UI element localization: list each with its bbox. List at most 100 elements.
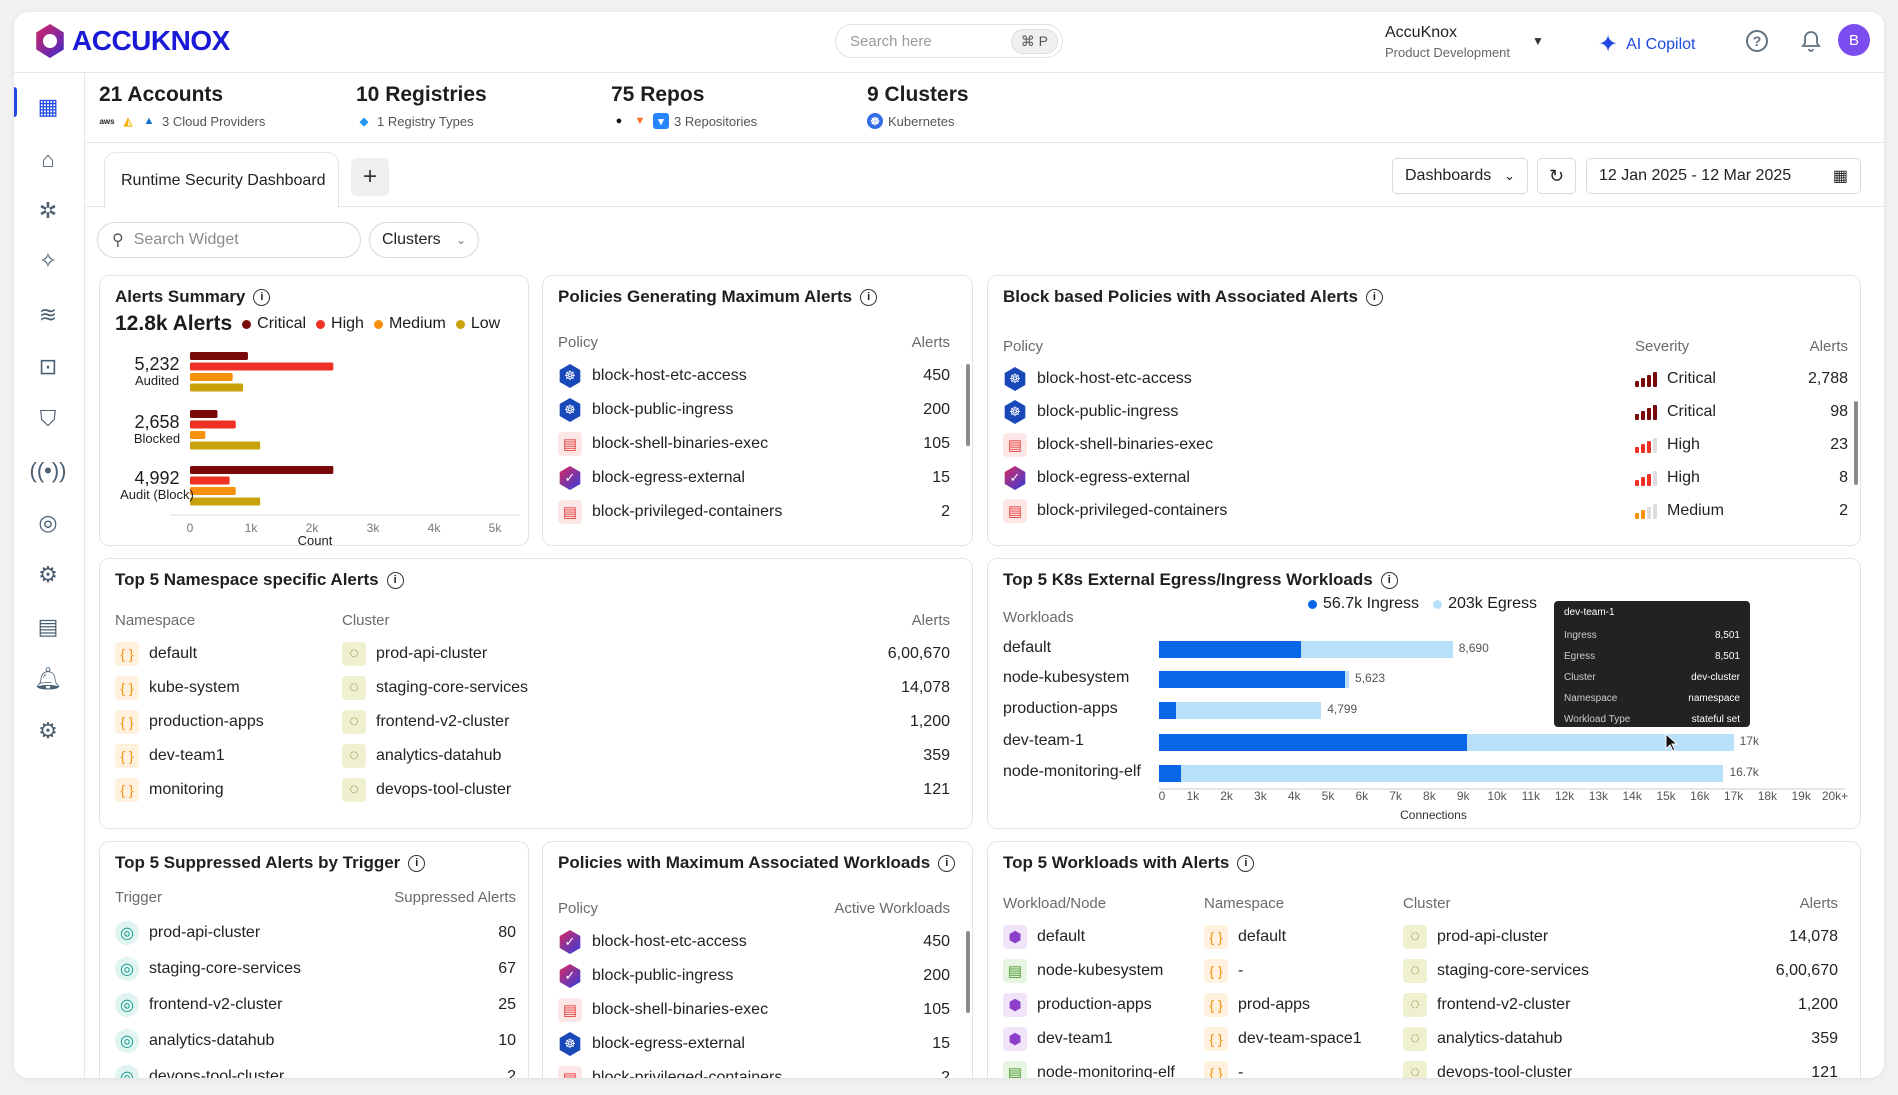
policy-row[interactable]: ☸ block-public-ingress Critical 98 [988, 396, 1860, 429]
info-icon[interactable]: i [253, 288, 271, 306]
stat-repos[interactable]: 75 Repos ● ▼ ▾ 3 Repositories [611, 83, 757, 129]
info-icon[interactable]: i [386, 571, 404, 589]
policy-text[interactable]: block-egress-external [592, 1035, 745, 1052]
policy-row[interactable]: ☸ block-host-etc-access Critical 2,788 [988, 363, 1860, 396]
policy-text[interactable]: block-egress-external [592, 469, 745, 486]
org-dropdown-caret-icon[interactable]: ▼ [1532, 34, 1544, 48]
policy-row[interactable]: ▤ block-privileged-containers Medium 2 [988, 495, 1860, 528]
settings-icon[interactable]: ⚙ [38, 718, 58, 743]
egress-bar[interactable] [1159, 702, 1322, 719]
policy-row[interactable]: ✓ block-host-etc-access 450 [543, 925, 972, 959]
policy-row[interactable]: ✓ block-egress-external High 8 [988, 462, 1860, 495]
policy-row[interactable]: ▤ block-privileged-containers 2 [543, 495, 972, 529]
policy-row[interactable]: ☸ block-public-ingress 200 [543, 393, 972, 427]
help-icon[interactable]: ? [1746, 30, 1768, 52]
widget-search-input[interactable]: ⚲ Search Widget [97, 222, 361, 258]
alerts-text: 121 [1811, 1064, 1838, 1078]
ingress-bar[interactable] [1159, 671, 1345, 688]
policy-row[interactable]: ▤ block-shell-binaries-exec 105 [543, 427, 972, 461]
ingress-bar[interactable] [1159, 641, 1301, 658]
info-icon[interactable]: i [1365, 288, 1383, 306]
add-dashboard-button[interactable]: + [351, 158, 389, 196]
dashboard-icon[interactable]: ▦ [37, 94, 59, 119]
refresh-button[interactable]: ↻ [1537, 158, 1576, 194]
inventory-icon[interactable]: ⌂ [41, 147, 55, 172]
layers-icon[interactable]: ≋ [38, 302, 58, 327]
fingerprint-icon[interactable]: ◎ [38, 510, 58, 535]
date-range-picker[interactable]: 12 Jan 2025 - 12 Mar 2025 ▦ [1586, 158, 1861, 194]
global-search-input[interactable]: Search here ⌘ P [835, 24, 1063, 58]
tab-runtime-security-dashboard[interactable]: Runtime Security Dashboard [104, 152, 339, 208]
info-icon[interactable]: i [408, 854, 426, 872]
stat-registries[interactable]: 10 Registries ◆ 1 Registry Types [356, 83, 487, 129]
policy-text[interactable]: block-shell-binaries-exec [592, 1001, 769, 1018]
policy-text[interactable]: block-shell-binaries-exec [1037, 436, 1214, 453]
namespace-row[interactable]: { } production-apps ◌ frontend-v2-cluster 1,… [100, 705, 972, 739]
stat-accounts[interactable]: 21 Accounts aws ◭ ▲ 3 Cloud Providers [99, 83, 265, 129]
policy-row[interactable]: ✓ block-egress-external 15 [543, 461, 972, 495]
workload-row[interactable]: ⬢ default { } default ◌ prod-api-cluster 14,07… [988, 920, 1860, 954]
egress-bar[interactable] [1159, 765, 1724, 782]
workload-row[interactable]: ⬢ dev-team1 { } dev-team-space1 ◌ analytics-d… [988, 1022, 1860, 1056]
info-icon[interactable]: i [1380, 571, 1398, 589]
logo[interactable]: AccuKnox [34, 24, 230, 58]
policy-text[interactable]: block-privileged-containers [1037, 502, 1228, 519]
trigger-row[interactable]: ◎ staging-core-services 67 [100, 951, 528, 987]
workload-row[interactable]: ⬢ production-apps { } prod-apps ◌ frontend-v2… [988, 988, 1860, 1022]
stat-sub: Kubernetes [888, 113, 955, 129]
ingress-bar[interactable] [1159, 765, 1181, 782]
namespace-row[interactable]: { } default ◌ prod-api-cluster 6,00,670 [100, 637, 972, 671]
info-icon[interactable]: i [860, 288, 878, 306]
workload-row[interactable]: ▤ node-kubesystem{ } - ◌ staging-core-servic… [988, 954, 1860, 988]
gear-box-icon[interactable]: ⚙ [38, 562, 58, 587]
dashboards-dropdown[interactable]: Dashboards ⌄ [1392, 158, 1528, 194]
table-cell: ▤ node-monitoring-elf [1003, 1061, 1204, 1078]
policy-text[interactable]: block-public-ingress [592, 401, 734, 418]
ingress-bar[interactable] [1159, 702, 1176, 719]
ai-copilot-button[interactable]: ✦ AI Copilot [1598, 30, 1695, 59]
notifications-icon[interactable]: 🔔︎ [34, 666, 62, 691]
scrollbar[interactable] [966, 364, 970, 446]
policy-row[interactable]: ☸ block-egress-external 15 [543, 1027, 972, 1061]
policy-row[interactable]: ☸ block-host-etc-access 450 [543, 359, 972, 393]
trigger-row[interactable]: ◎ devops-tool-cluster 2 [100, 1059, 528, 1078]
scrollbar[interactable] [966, 931, 970, 1013]
terminal-icon[interactable]: ⊡ [38, 354, 58, 379]
policy-text[interactable]: block-host-etc-access [1037, 370, 1192, 387]
trigger-text: prod-api-cluster [149, 924, 261, 941]
policy-row[interactable]: ▤ block-shell-binaries-exec 105 [543, 993, 972, 1027]
user-avatar[interactable]: B [1838, 24, 1870, 56]
policy-text[interactable]: block-host-etc-access [592, 933, 747, 950]
stat-clusters[interactable]: 9 Clusters ☸ Kubernetes [867, 83, 969, 129]
policy-text[interactable]: block-privileged-containers [592, 503, 783, 520]
info-icon[interactable]: i [1237, 854, 1255, 872]
bug-icon[interactable]: ✲ [38, 198, 58, 223]
policy-text[interactable]: block-egress-external [1037, 469, 1190, 486]
policy-row[interactable]: ▤ block-shell-binaries-exec High 23 [988, 429, 1860, 462]
org-switcher[interactable]: AccuKnox Product Development [1385, 24, 1510, 60]
report-icon[interactable]: ▤ [37, 614, 59, 639]
policy-text[interactable]: block-public-ingress [592, 967, 734, 984]
policy-text[interactable]: block-privileged-containers [592, 1069, 783, 1078]
policy-row[interactable]: ✓ block-public-ingress 200 [543, 959, 972, 993]
trigger-row[interactable]: ◎ analytics-datahub 10 [100, 1023, 528, 1059]
table-cell: ◌ analytics-datahub [1403, 1027, 1718, 1051]
ingress-bar[interactable] [1159, 734, 1467, 751]
policy-text[interactable]: block-shell-binaries-exec [592, 435, 769, 452]
shield-icon[interactable]: ⛉ [39, 406, 57, 431]
workload-row[interactable]: ▤ node-monitoring-elf{ } - ◌ devops-tool-clu… [988, 1056, 1860, 1078]
namespace-row[interactable]: { } monitoring ◌ devops-tool-cluster 121 [100, 773, 972, 807]
sparkles-icon[interactable]: ✧ [38, 248, 58, 273]
namespace-row[interactable]: { } dev-team1 ◌ analytics-datahub 359 [100, 739, 972, 773]
info-icon[interactable]: i [938, 854, 956, 872]
trigger-row[interactable]: ◎ prod-api-cluster 80 [100, 915, 528, 951]
clusters-filter-dropdown[interactable]: Clusters ⌄ [369, 222, 479, 258]
broadcast-icon[interactable]: ((•)) [29, 458, 67, 483]
trigger-row[interactable]: ◎ frontend-v2-cluster 25 [100, 987, 528, 1023]
policy-text[interactable]: block-public-ingress [1037, 403, 1179, 420]
bell-icon[interactable] [1798, 28, 1824, 54]
namespace-row[interactable]: { } kube-system ◌ staging-core-services 14,0… [100, 671, 972, 705]
policy-row[interactable]: ▤ block-privileged-containers 2 [543, 1061, 972, 1078]
policy-text[interactable]: block-host-etc-access [592, 367, 747, 384]
scrollbar[interactable] [1854, 401, 1858, 485]
